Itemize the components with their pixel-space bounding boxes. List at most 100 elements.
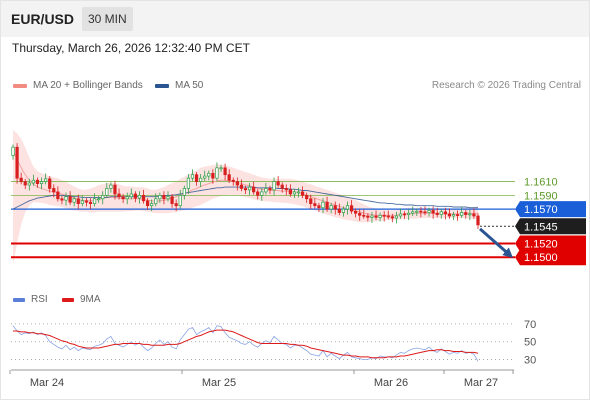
candle-body — [292, 191, 297, 195]
candle-body — [447, 213, 452, 217]
candle — [345, 201, 350, 215]
candle — [44, 173, 48, 185]
candle-body — [439, 211, 443, 215]
candle — [178, 189, 182, 209]
candle — [105, 182, 109, 199]
candle — [88, 198, 93, 210]
legend-rsi: RSI — [13, 294, 48, 305]
candle — [56, 186, 60, 202]
candle-body — [374, 215, 378, 218]
level-label-1.1590: 1.1590 — [524, 190, 558, 202]
rsi-swatch — [13, 297, 25, 302]
candle-body — [411, 211, 415, 214]
candle — [402, 211, 407, 219]
candle — [199, 174, 203, 188]
candle — [150, 199, 154, 212]
candle-body — [247, 186, 252, 191]
candle — [358, 209, 362, 221]
timeframe-badge[interactable]: 30 MIN — [82, 7, 133, 31]
candle — [109, 182, 113, 193]
candle — [239, 179, 244, 192]
candle — [101, 191, 105, 205]
candle-body — [268, 188, 272, 191]
candle — [243, 185, 248, 194]
candle-body — [455, 214, 460, 216]
candle — [378, 212, 382, 222]
candle — [305, 192, 309, 203]
candle — [72, 196, 76, 207]
rsi-tick-50: 50 — [524, 337, 536, 349]
candle-body — [27, 182, 31, 186]
candle-body — [72, 198, 76, 203]
forecast-arrow — [479, 227, 514, 258]
candle-body — [39, 181, 44, 184]
symbol-title: EUR/USD — [11, 11, 75, 27]
candle-body — [309, 198, 313, 204]
candle — [268, 185, 272, 194]
candle-body — [154, 198, 158, 204]
candle-body — [194, 174, 199, 182]
level-label-1.1570: 1.1570 — [524, 204, 558, 216]
candle-body — [451, 214, 456, 217]
candle-body — [125, 196, 129, 200]
candle — [125, 192, 129, 205]
candle-body — [345, 205, 350, 210]
candle-body — [158, 194, 162, 200]
candle — [145, 198, 150, 210]
candle — [121, 193, 125, 203]
candle-body — [52, 188, 56, 193]
candle-body — [472, 213, 476, 217]
candle — [288, 184, 292, 197]
candle-body — [252, 186, 256, 193]
candle-body — [60, 198, 64, 201]
candle-body — [431, 210, 435, 214]
rsi-panel: 30 50 70 — [11, 319, 536, 367]
candle-body — [223, 167, 227, 176]
candle — [398, 208, 403, 219]
candle — [97, 196, 101, 203]
candle — [35, 177, 40, 188]
candle — [362, 209, 366, 219]
candle — [435, 207, 439, 218]
level-tag-1.1570 — [515, 201, 586, 218]
candle — [317, 202, 321, 212]
candle — [166, 191, 170, 202]
legend-9ma-label: 9MA — [80, 294, 101, 305]
legend-bollinger-label: MA 20 + Bollinger Bands — [33, 80, 143, 91]
candle — [284, 184, 288, 196]
candle — [321, 198, 325, 214]
candle-body — [264, 188, 268, 193]
candle — [468, 209, 472, 221]
candle — [207, 170, 211, 181]
candle-body — [337, 208, 341, 213]
time-label-Mar 25: Mar 25 — [202, 377, 236, 389]
candle-body — [15, 146, 19, 179]
candle-body — [92, 198, 97, 204]
level-tag-1.1500 — [515, 249, 586, 266]
candle — [113, 180, 117, 200]
candle — [11, 144, 15, 160]
candle-body — [215, 167, 219, 179]
candle-body — [44, 178, 48, 182]
candle-body — [333, 205, 337, 210]
candle-body — [219, 167, 223, 170]
candle — [460, 207, 464, 219]
candle-body — [19, 177, 23, 182]
candle-body — [121, 196, 125, 200]
candle-body — [305, 194, 309, 200]
candle-body — [211, 172, 215, 179]
candle-body — [133, 193, 137, 199]
candle-body — [48, 178, 52, 189]
candle-body — [170, 196, 174, 204]
candle — [219, 165, 223, 172]
candle-body — [199, 177, 203, 182]
candle — [15, 143, 19, 184]
candle-body — [284, 188, 288, 191]
level-tag-1.1545 — [515, 218, 586, 235]
rsi-line — [12, 325, 479, 362]
candle-body — [235, 181, 239, 186]
candle — [390, 213, 394, 223]
candle-body — [300, 191, 305, 196]
candle — [451, 211, 456, 221]
